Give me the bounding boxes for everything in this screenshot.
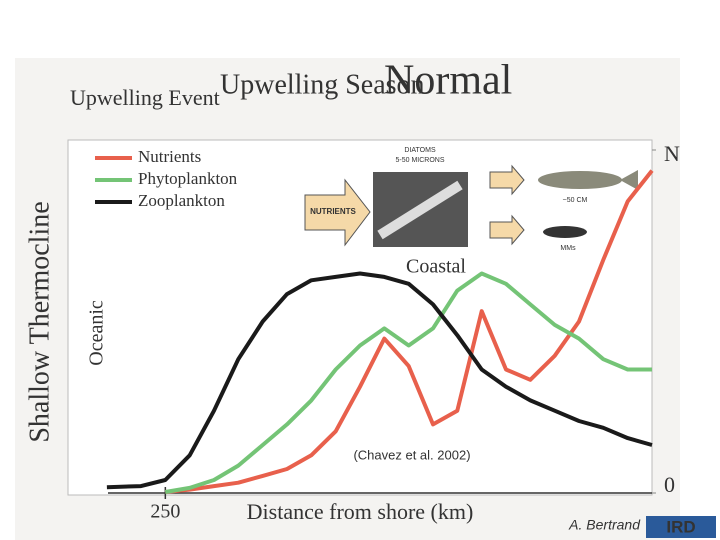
y-tick-label: N: [664, 141, 680, 166]
diatom: [377, 180, 463, 240]
inset-label: 5-50 MICRONS: [395, 157, 444, 164]
x-axis-label: Distance from shore (km): [247, 499, 474, 524]
y-axis-label: Shallow Thermocline: [24, 201, 55, 442]
chart-title: Normal: [384, 58, 512, 104]
series-line: [106, 271, 653, 490]
fish: [538, 171, 622, 189]
legend-label: Zooplankton: [138, 191, 225, 210]
zone-label: Coastal: [406, 256, 466, 278]
fish-tail: [620, 170, 638, 190]
logo: IRD: [666, 517, 695, 536]
logo-box: [646, 516, 716, 538]
source: (Chavez et al. 2002): [353, 447, 470, 462]
heading: Upwelling Event: [70, 85, 220, 110]
author: A. Bertrand: [568, 517, 641, 533]
inset-label: DIATOMS: [404, 147, 436, 154]
zone-label: Oceanic: [86, 300, 108, 366]
inset-label: ~50 CM: [563, 197, 588, 204]
krill: [543, 226, 587, 238]
legend-label: Nutrients: [138, 147, 201, 166]
arrow: [489, 214, 525, 246]
y-tick-label: 0: [664, 472, 675, 497]
arrow: [489, 164, 525, 196]
inset: NUTRIENTS DIATOMS 5-50 MICRONS ~50 CM MM…: [304, 147, 638, 252]
heading: Upwelling Season: [220, 69, 425, 100]
inset-label: MMs: [560, 245, 576, 252]
arrow: [304, 178, 371, 247]
legend-label: Phytoplankton: [138, 169, 238, 188]
x-tick-label: 250: [150, 501, 180, 523]
series-line: [164, 271, 652, 494]
inset-label: NUTRIENTS: [310, 207, 356, 216]
